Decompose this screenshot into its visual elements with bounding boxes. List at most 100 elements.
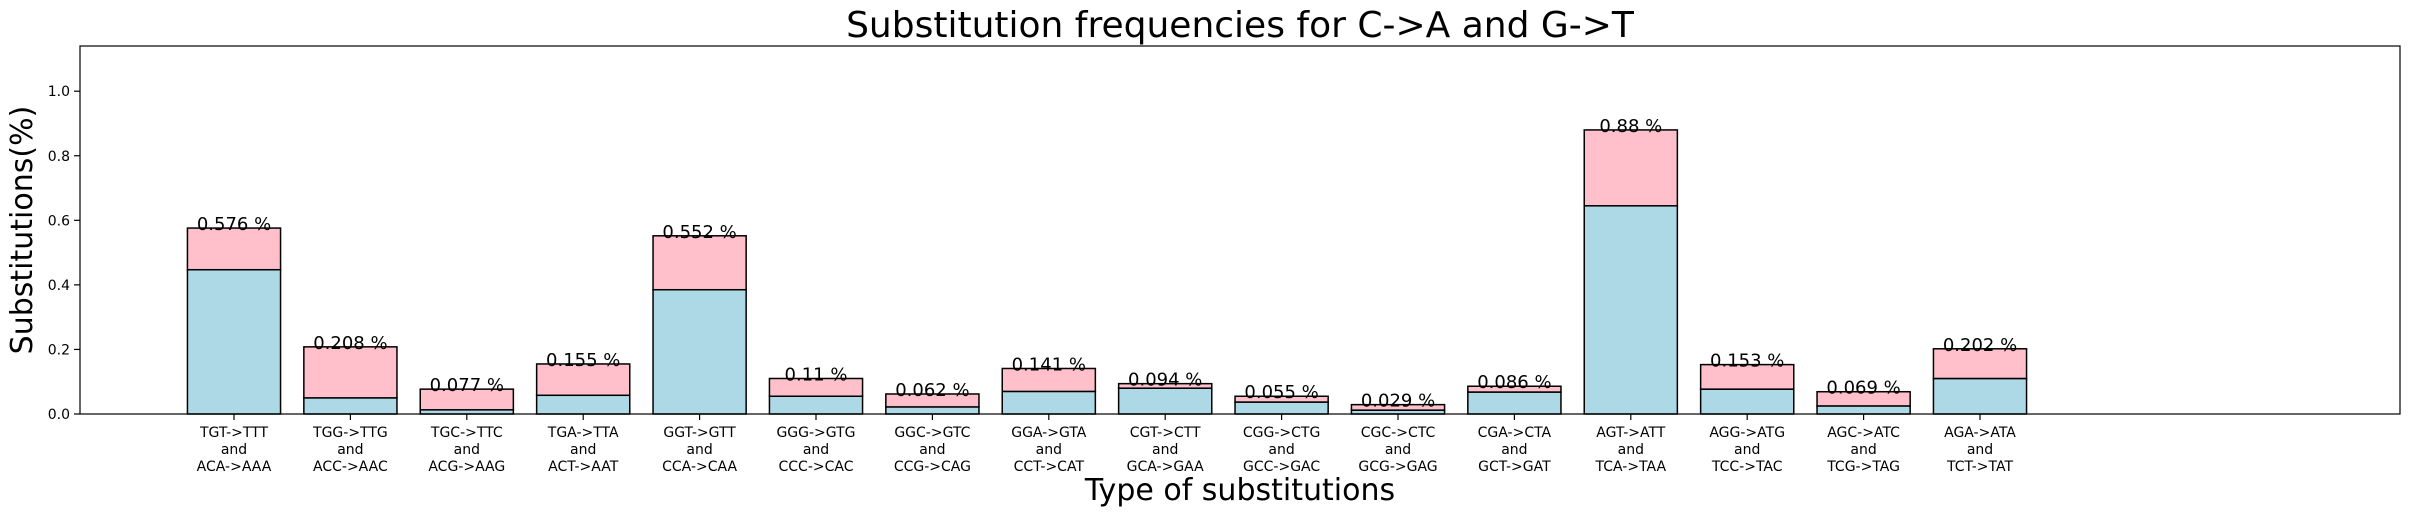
- bar-lower-6: [885, 406, 980, 415]
- bar-upper-3: [535, 363, 631, 397]
- data-label-5: 0.11 %: [785, 364, 848, 385]
- x-axis-label: Type of substitutions: [1084, 473, 1395, 508]
- x-tick-label-5-2: CCC->CAC: [779, 459, 854, 475]
- y-tick-label-2: 0.4: [48, 278, 70, 294]
- x-tick-label-12-2: TCA->TAA: [1595, 459, 1667, 475]
- x-tick-label-14-1: and: [1850, 442, 1876, 458]
- bar-lower-15: [1932, 377, 2028, 415]
- data-label-8: 0.094 %: [1128, 370, 1202, 391]
- x-tick-label-14-0: AGC->ATC: [1827, 425, 1900, 441]
- data-label-0: 0.576 %: [197, 214, 271, 235]
- bar-upper-12: [1583, 129, 1679, 207]
- data-label-14: 0.069 %: [1826, 378, 1900, 399]
- x-tick-label-10-2: GCG->GAG: [1358, 459, 1437, 475]
- x-tick-label-7-1: and: [1036, 442, 1062, 458]
- data-label-15: 0.202 %: [1943, 335, 2017, 356]
- y-tick-label-3: 0.6: [48, 213, 70, 229]
- x-tick-label-13-1: and: [1734, 442, 1760, 458]
- data-label-11: 0.086 %: [1477, 372, 1551, 393]
- bar-upper-11: [1467, 385, 1562, 393]
- bar-upper-13: [1699, 363, 1795, 390]
- x-tick-label-7-2: CCT->CAT: [1014, 459, 1085, 475]
- x-tick-label-1-0: TGG->TTG: [312, 425, 388, 441]
- x-tick-label-6-1: and: [919, 442, 945, 458]
- data-label-13: 0.153 %: [1710, 351, 1784, 372]
- x-tick-label-3-0: TGA->TTA: [547, 425, 619, 441]
- y-tick-label-4: 0.8: [48, 149, 70, 165]
- x-axis: TGT->TTTandACA->AAATGG->TTGandACC->AACTG…: [197, 414, 2016, 475]
- x-tick-label-4-2: CCA->CAA: [662, 459, 737, 475]
- x-tick-label-2-1: and: [454, 442, 480, 458]
- bar-group: 0.576 % 0.208 % 0.077 % 0.155 % 0.552 % 0.11 …: [186, 116, 2028, 415]
- x-tick-label-0-0: TGT->TTT: [199, 425, 269, 441]
- x-tick-label-2-0: TGC->TTC: [430, 425, 503, 441]
- data-label-3: 0.155 %: [546, 350, 620, 371]
- data-label-4: 0.552 %: [662, 222, 736, 243]
- data-label-10: 0.029 %: [1361, 391, 1435, 412]
- data-label-2: 0.077 %: [430, 375, 504, 396]
- y-axis-label: Substitutions(%): [5, 106, 40, 355]
- x-tick-label-11-2: GCT->GAT: [1478, 459, 1551, 475]
- x-tick-label-0-2: ACA->AAA: [197, 459, 272, 475]
- bar-lower-7: [1001, 390, 1097, 415]
- x-tick-label-8-2: GCA->GAA: [1127, 459, 1204, 475]
- x-tick-label-3-1: and: [570, 442, 596, 458]
- x-tick-label-4-1: and: [686, 442, 712, 458]
- bar-upper-8: [1117, 382, 1213, 389]
- data-label-12: 0.88 %: [1599, 116, 1662, 137]
- x-tick-label-9-0: CGG->CTG: [1243, 425, 1320, 441]
- x-tick-label-1-1: and: [337, 442, 363, 458]
- x-tick-label-9-1: and: [1268, 442, 1294, 458]
- x-tick-label-4-0: GGT->GTT: [663, 425, 736, 441]
- x-tick-label-11-1: and: [1501, 442, 1527, 458]
- x-tick-label-15-1: and: [1967, 442, 1993, 458]
- chart-title: Substitution frequencies for C->A and G-…: [846, 5, 1635, 46]
- x-tick-label-0-1: and: [221, 442, 247, 458]
- x-tick-label-15-2: TCT->TAT: [1946, 459, 2014, 475]
- x-tick-label-5-1: and: [803, 442, 829, 458]
- x-tick-label-2-2: ACG->AAG: [428, 459, 505, 475]
- x-tick-label-9-2: GCC->GAC: [1243, 459, 1320, 475]
- data-label-7: 0.141 %: [1012, 354, 1086, 375]
- bar-upper-6: [885, 393, 980, 408]
- x-tick-label-6-2: CCG->CAG: [894, 459, 971, 475]
- x-tick-label-10-1: and: [1385, 442, 1411, 458]
- bar-upper-7: [1001, 367, 1097, 393]
- bar-upper-2: [419, 388, 515, 411]
- data-label-9: 0.055 %: [1244, 382, 1318, 403]
- x-tick-label-13-0: AGG->ATG: [1709, 425, 1785, 441]
- bar-lower-13: [1699, 388, 1795, 415]
- x-tick-label-10-0: CGC->CTC: [1361, 425, 1436, 441]
- plot-frame: [79, 45, 2401, 415]
- bar-lower-1: [303, 397, 398, 415]
- x-tick-label-7-0: GGA->GTA: [1011, 425, 1087, 441]
- bar-lower-5: [768, 395, 864, 415]
- y-tick-label-1: 0.2: [48, 342, 70, 358]
- x-tick-label-14-2: TCG->TAG: [1826, 459, 1900, 475]
- x-tick-label-12-1: and: [1618, 442, 1644, 458]
- y-tick-label-5: 1.0: [48, 84, 70, 100]
- bar-upper-14: [1816, 390, 1911, 407]
- x-tick-label-8-0: CGT->CTT: [1130, 425, 1201, 441]
- bar-lower-11: [1467, 391, 1562, 415]
- bar-lower-3: [535, 394, 631, 415]
- y-axis: 0.0 0.2 0.4 0.6 0.8 1.0: [48, 84, 80, 423]
- x-tick-label-3-2: ACT->AAT: [548, 459, 619, 475]
- bar-lower-12: [1583, 205, 1679, 415]
- data-label-6: 0.062 %: [895, 380, 969, 401]
- bar-upper-15: [1932, 348, 2028, 380]
- x-tick-label-11-0: CGA->CTA: [1478, 425, 1552, 441]
- bar-lower-9: [1234, 401, 1329, 415]
- bar-upper-9: [1234, 395, 1329, 403]
- x-tick-label-6-0: GGC->GTC: [894, 425, 970, 441]
- bar-lower-0: [186, 268, 282, 415]
- x-tick-label-12-0: AGT->ATT: [1596, 425, 1666, 441]
- bar-upper-1: [303, 346, 398, 399]
- bar-lower-14: [1816, 405, 1911, 415]
- bar-upper-10: [1350, 403, 1446, 411]
- x-tick-label-13-2: TCC->TAC: [1711, 459, 1783, 475]
- bar-lower-4: [652, 288, 747, 415]
- x-tick-label-5-0: GGG->GTG: [776, 425, 855, 441]
- y-tick-label-0: 0.0: [48, 407, 70, 423]
